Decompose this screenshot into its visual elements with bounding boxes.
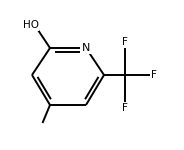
Text: F: F bbox=[122, 37, 128, 47]
Text: F: F bbox=[151, 70, 156, 80]
Text: HO: HO bbox=[22, 21, 38, 30]
Text: F: F bbox=[122, 103, 128, 113]
Text: N: N bbox=[82, 43, 90, 53]
